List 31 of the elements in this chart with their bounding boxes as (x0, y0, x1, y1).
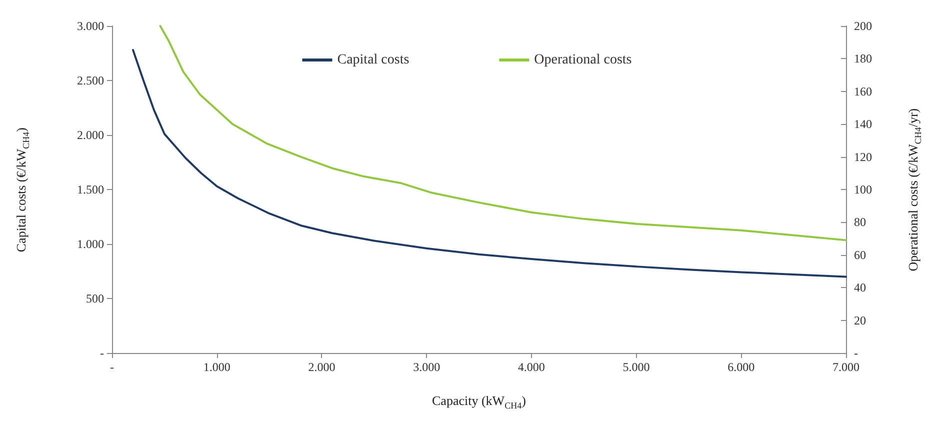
x-tick-label: 1.000 (203, 360, 230, 374)
x-tick-label: 5.000 (622, 360, 650, 374)
y2-tick-label: 20 (854, 313, 866, 328)
y-tick-label: 1.000 (77, 237, 104, 251)
x-tick-label: 2.000 (308, 360, 336, 374)
x-tick-label: 7.000 (832, 360, 860, 374)
y2-tick-label: 140 (854, 117, 872, 132)
y2-tick-label: 160 (854, 84, 872, 98)
legend-label: Capital costs (337, 52, 410, 68)
x-tick-label: 3.000 (413, 360, 440, 374)
y2-tick-label: 40 (854, 280, 866, 295)
x-tick-label: - (110, 360, 114, 374)
y-tick-label: 2.500 (77, 74, 104, 88)
y2-tick-label: 80 (854, 215, 866, 230)
y-tick-label: 3.000 (77, 19, 104, 33)
y2-tick-label: 60 (854, 248, 866, 262)
x-axis-title: Capacity (kW$_{CH4}$) (432, 393, 526, 411)
y-tick-label: - (100, 346, 104, 360)
x-tick-label: 4.000 (518, 360, 545, 374)
y2-tick-label: - (854, 346, 858, 360)
y2-tick-label: 120 (854, 150, 872, 164)
x-tick-label: 6.000 (728, 360, 755, 374)
y2-tick-label: 200 (854, 19, 872, 33)
y-tick-label: 500 (86, 292, 104, 306)
y-tick-label: 2.000 (77, 128, 104, 142)
y2-tick-label: 100 (854, 182, 872, 196)
line-series (132, 48, 847, 278)
line-series (159, 25, 847, 242)
y-tick-label: 1.500 (77, 182, 104, 196)
legend-label: Operational costs (534, 52, 632, 68)
y2-tick-label: 180 (854, 52, 872, 66)
